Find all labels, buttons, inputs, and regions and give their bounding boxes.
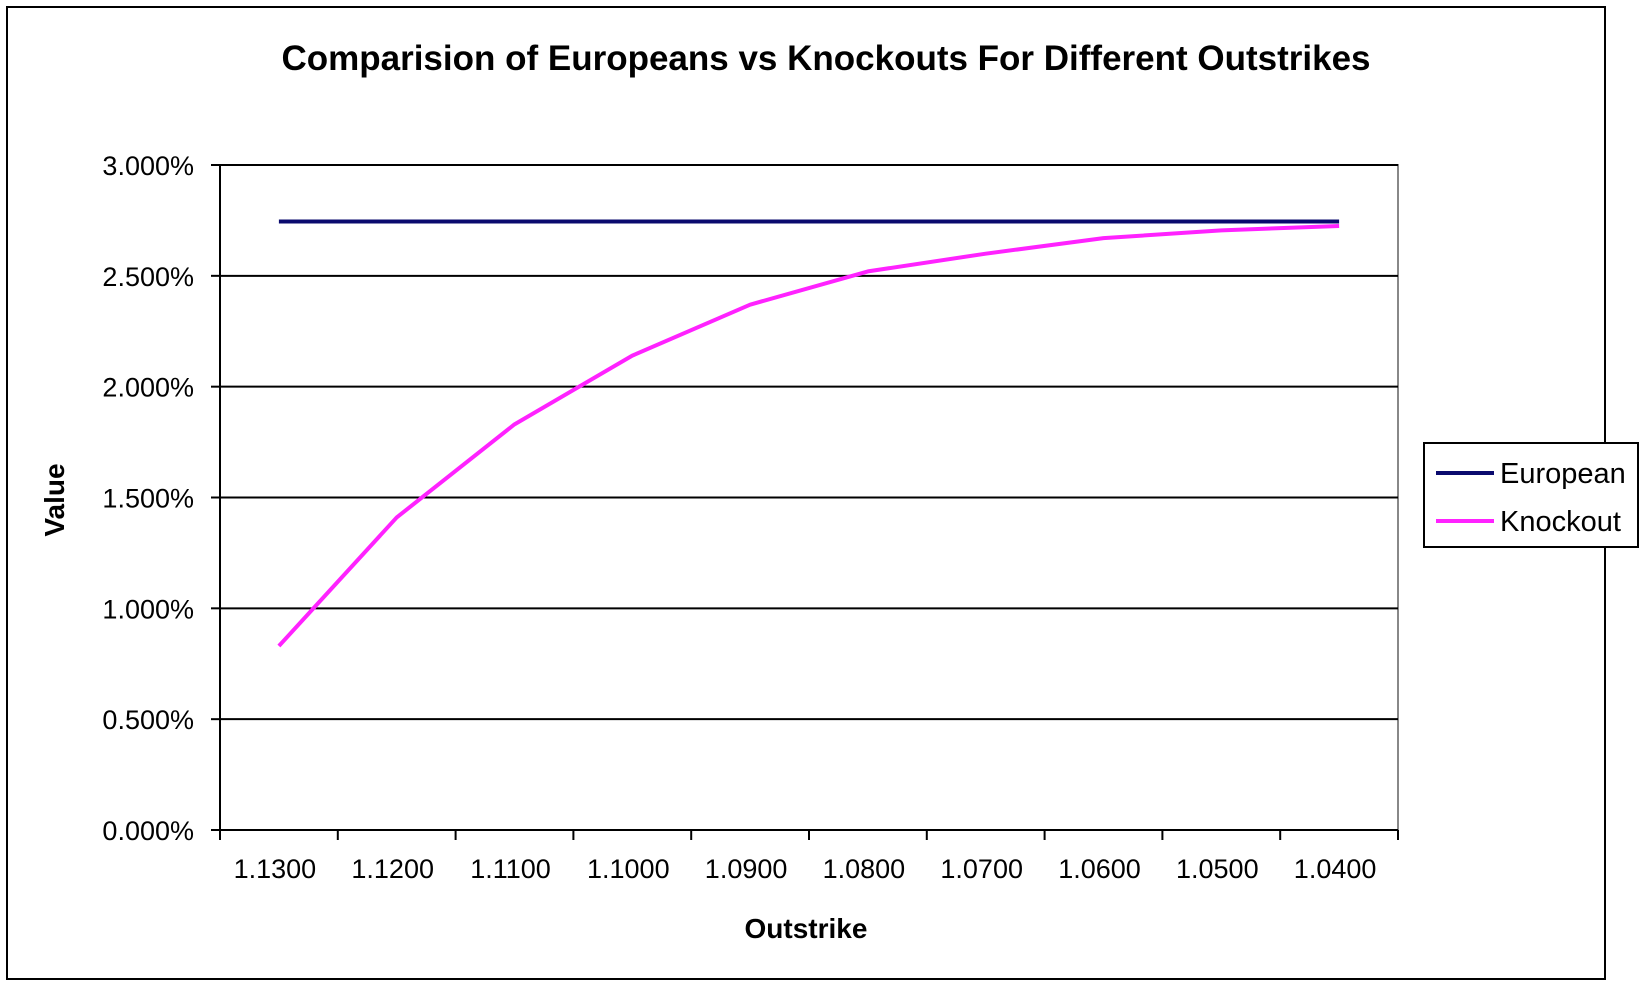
legend-label-european: European <box>1500 458 1626 490</box>
y-tick-label: 2.500% <box>102 262 194 292</box>
y-tick-label: 0.000% <box>102 816 194 846</box>
x-tick-label: 1.0500 <box>1176 854 1259 884</box>
x-tick-label: 1.1000 <box>587 854 670 884</box>
x-tick-label: 1.1300 <box>234 854 317 884</box>
series-line-knockout <box>277 223 1340 648</box>
grid-lines <box>220 164 1398 721</box>
x-tick-label: 1.0400 <box>1294 854 1377 884</box>
x-tick-label: 1.0900 <box>705 854 788 884</box>
y-tick-label: 0.500% <box>102 705 194 735</box>
y-tick-label: 1.500% <box>102 484 194 514</box>
y-tick-label: 2.000% <box>102 373 194 403</box>
chart-title: Comparision of Europeans vs Knockouts Fo… <box>281 39 1370 78</box>
y-axis-title: Value <box>39 463 70 536</box>
x-tick-label: 1.1100 <box>470 854 551 884</box>
legend-box <box>1423 442 1639 548</box>
y-axis-ticks: 0.000% 0.500% 1.000% 1.500% 2.000% 2.500% 3.00… <box>102 151 221 846</box>
y-tick-label: 1.000% <box>102 594 194 624</box>
legend: European Knockout <box>1423 442 1639 548</box>
x-axis-ticks: 1.1300 1.1200 1.1100 1.1000 1.0900 1.0800 1.07… <box>219 829 1399 884</box>
x-tick-label: 1.0800 <box>823 854 906 884</box>
y-tick-label: 3.000% <box>102 151 194 181</box>
x-axis-title: Outstrike <box>745 913 868 944</box>
x-tick-label: 1.0700 <box>940 854 1023 884</box>
legend-label-knockout: Knockout <box>1500 506 1621 538</box>
series-lines <box>277 219 1340 648</box>
x-tick-label: 1.0600 <box>1058 854 1141 884</box>
x-tick-label: 1.1200 <box>351 854 434 884</box>
